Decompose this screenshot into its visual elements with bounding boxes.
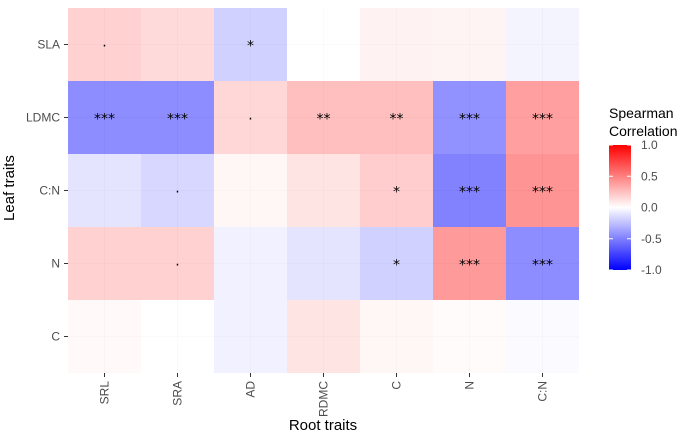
heatmap-cell (287, 154, 360, 227)
heatmap-cell (506, 300, 579, 373)
heatmap-cell (214, 154, 287, 227)
heatmap-cell (287, 300, 360, 373)
y-tick-label: N (51, 257, 60, 271)
x-axis-title: Root traits (289, 417, 357, 434)
significance-label: *** (459, 258, 480, 274)
heatmap-cell (214, 81, 287, 154)
y-tick-label: C:N (39, 184, 60, 198)
x-tick-label: RDMC (317, 381, 331, 417)
significance-label: . (175, 254, 179, 270)
y-tick-label: C (51, 330, 60, 344)
heatmap-cell (287, 227, 360, 300)
heatmap-cell (68, 81, 141, 154)
heatmap-cell (433, 227, 506, 300)
y-tick-label: LDMC (26, 111, 60, 125)
x-tick-label: SRL (98, 381, 112, 405)
heatmap-cell (433, 300, 506, 373)
legend-tick-label: 0.5 (641, 169, 658, 183)
significance-label: *** (94, 112, 115, 128)
significance-label: *** (459, 112, 480, 128)
legend-title-line2: Correlation (609, 123, 677, 139)
heatmap-cell (214, 8, 287, 81)
heatmap-cell (506, 8, 579, 81)
heatmap-cell (141, 81, 214, 154)
significance-label: . (102, 35, 106, 51)
heatmap-cell (68, 300, 141, 373)
significance-label: *** (459, 185, 480, 201)
significance-label: ** (317, 112, 331, 128)
heatmap-cell (68, 154, 141, 227)
legend-tick-label: 0.0 (641, 201, 658, 215)
significance-labels: . **** ***. ** ** *** ***. * *** ***. * *** *** (94, 35, 553, 274)
heatmap-cell (214, 300, 287, 373)
x-tick-label: SRA (171, 381, 185, 406)
significance-label: * (247, 39, 254, 55)
legend-tick-label: -1.0 (641, 263, 662, 277)
color-legend: Spearman Correlation 1.0 0.5 0.0 -0.5 -1.0 (609, 105, 677, 277)
heatmap-cell (214, 227, 287, 300)
y-tick-label: SLA (37, 38, 60, 52)
y-axis-ticks: SLA LDMC C:N N C (26, 38, 68, 344)
significance-label: *** (167, 112, 188, 128)
heatmap-cell (506, 154, 579, 227)
heatmap-cell (433, 154, 506, 227)
x-axis-ticks: SRL SRA AD RDMC C N C:N (98, 373, 550, 417)
significance-label: * (393, 258, 400, 274)
legend-tick-label: 1.0 (641, 138, 658, 152)
significance-label: *** (532, 258, 553, 274)
significance-label: ** (390, 112, 404, 128)
heatmap-cells (68, 8, 579, 373)
heatmap-cell (360, 81, 433, 154)
significance-label: *** (532, 112, 553, 128)
significance-label: . (175, 181, 179, 197)
heatmap-cell (287, 8, 360, 81)
significance-label: * (393, 185, 400, 201)
heatmap-cell (506, 227, 579, 300)
heatmap-cell (68, 227, 141, 300)
heatmap-cell (433, 8, 506, 81)
heatmap-cell (433, 81, 506, 154)
heatmap-cell (360, 227, 433, 300)
heatmap-cell (68, 8, 141, 81)
heatmap-cell (287, 81, 360, 154)
legend-color-bar (609, 145, 631, 270)
heatmap-cell (360, 8, 433, 81)
legend-tick-label: -0.5 (641, 232, 662, 246)
significance-label: . (248, 108, 252, 124)
significance-label: *** (532, 185, 553, 201)
x-tick-label: AD (244, 381, 258, 398)
x-tick-label: N (463, 381, 477, 390)
x-tick-label: C (390, 381, 404, 390)
heatmap-cell (506, 81, 579, 154)
heatmap-cell (360, 154, 433, 227)
heatmap-cell (141, 8, 214, 81)
legend-title-line1: Spearman (609, 105, 674, 121)
legend-ticks: 1.0 0.5 0.0 -0.5 -1.0 (609, 138, 662, 277)
heatmap-cell (141, 227, 214, 300)
heatmap-cell (360, 300, 433, 373)
heatmap-cell (141, 300, 214, 373)
y-axis-title: Leaf traits (1, 155, 18, 221)
x-tick-label: C:N (536, 381, 550, 402)
heatmap-cell (141, 154, 214, 227)
